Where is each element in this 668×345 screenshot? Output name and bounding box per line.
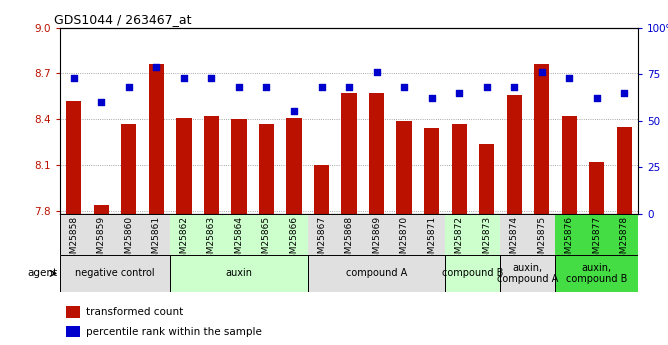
Bar [562,116,576,214]
Bar [66,101,81,214]
Bar [369,93,384,214]
Bar [308,214,446,255]
Text: GSM25867: GSM25867 [317,216,326,265]
Text: GSM25873: GSM25873 [482,216,491,265]
Text: auxin,
compound A: auxin, compound A [497,263,558,284]
Point [591,96,602,101]
Text: GSM25869: GSM25869 [372,216,381,265]
Bar [452,124,467,214]
Point [151,64,162,69]
Text: GSM25862: GSM25862 [180,216,188,265]
Text: GSM25870: GSM25870 [399,216,409,265]
Text: GSM25876: GSM25876 [564,216,574,265]
Text: GSM25860: GSM25860 [124,216,134,265]
Text: compound A: compound A [346,268,407,278]
Bar [617,127,632,214]
Text: agent: agent [27,268,57,278]
Text: negative control: negative control [75,268,155,278]
Bar [259,124,274,214]
Text: GSM25866: GSM25866 [289,216,299,265]
Text: auxin: auxin [226,268,253,278]
Text: GSM25859: GSM25859 [97,216,106,265]
Bar [287,118,301,214]
Text: GSM25865: GSM25865 [262,216,271,265]
Text: auxin,
compound B: auxin, compound B [566,263,627,284]
Bar [534,64,549,214]
Point [316,85,327,90]
Point [124,85,134,90]
Bar [60,214,170,255]
Point [481,85,492,90]
Point [426,96,437,101]
Point [178,75,189,81]
Point [69,75,79,81]
Text: GSM25871: GSM25871 [427,216,436,265]
Text: compound B: compound B [442,268,504,278]
Bar [314,165,329,214]
Bar [149,64,164,214]
Point [399,85,409,90]
Bar [231,119,246,214]
Bar [170,214,308,255]
Point [564,75,574,81]
Point [96,99,107,105]
Bar [66,326,80,337]
Bar [308,255,446,292]
Bar [122,124,136,214]
Text: GSM25868: GSM25868 [345,216,353,265]
Text: transformed count: transformed count [86,307,184,317]
Point [261,85,272,90]
Bar [60,255,170,292]
Point [343,85,354,90]
Text: GSM25878: GSM25878 [620,216,629,265]
Bar [555,214,638,255]
Bar [66,306,80,317]
Bar [555,255,638,292]
Point [206,75,217,81]
Point [536,70,547,75]
Text: GDS1044 / 263467_at: GDS1044 / 263467_at [54,13,192,27]
Text: percentile rank within the sample: percentile rank within the sample [86,327,262,337]
Bar [589,162,605,214]
Point [619,90,629,96]
Bar [479,144,494,214]
Bar [424,128,439,214]
Point [234,85,244,90]
Text: GSM25861: GSM25861 [152,216,161,265]
Bar [500,255,555,292]
Bar [341,93,357,214]
Point [289,109,299,114]
Bar [170,255,308,292]
Text: GSM25864: GSM25864 [234,216,243,265]
Text: GSM25872: GSM25872 [455,216,464,265]
Point [371,70,382,75]
Bar [397,121,411,214]
Text: GSM25877: GSM25877 [592,216,601,265]
Bar [500,214,555,255]
Bar [446,214,500,255]
Text: GSM25874: GSM25874 [510,216,518,265]
Bar [204,116,219,214]
Text: GSM25863: GSM25863 [207,216,216,265]
Text: GSM25858: GSM25858 [69,216,78,265]
Bar [176,118,192,214]
Bar [446,255,500,292]
Bar [506,95,522,214]
Point [509,85,520,90]
Text: GSM25875: GSM25875 [537,216,546,265]
Bar [94,205,109,214]
Point [454,90,464,96]
